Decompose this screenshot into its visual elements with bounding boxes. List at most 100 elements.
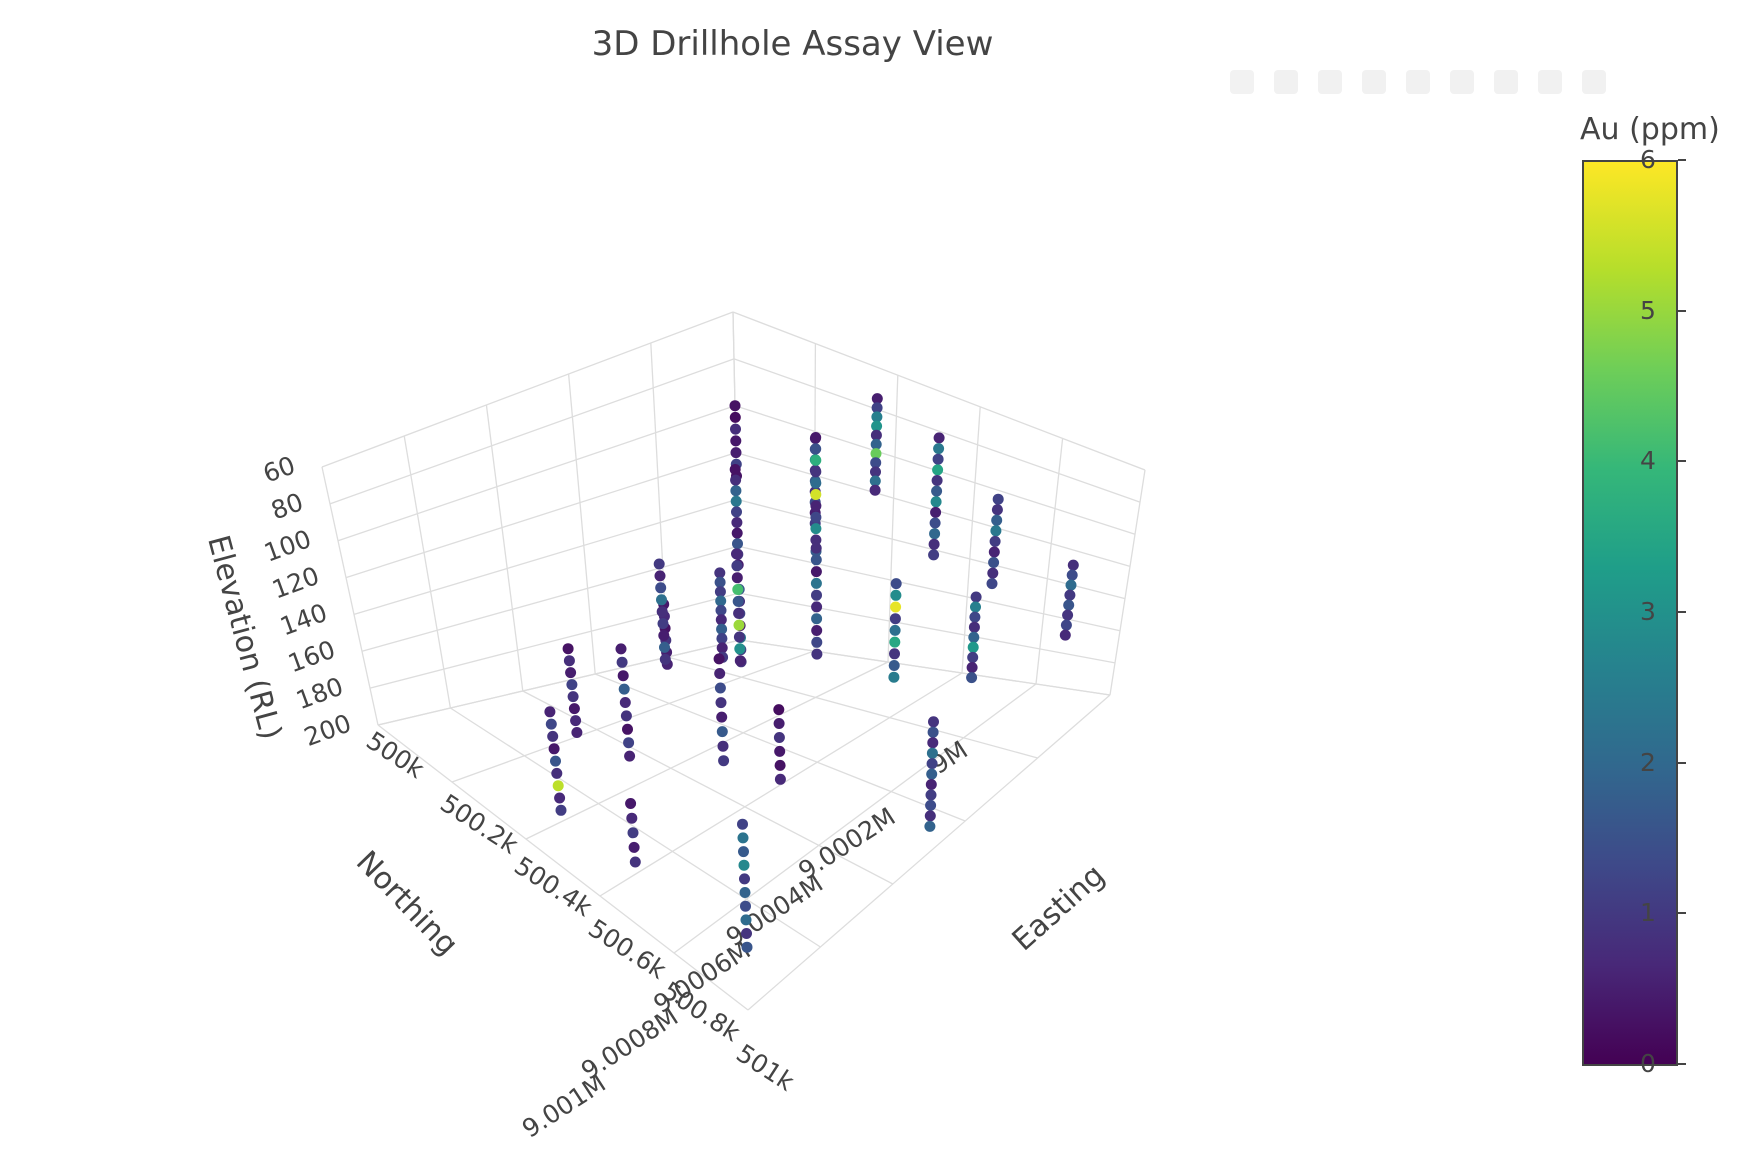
hover-icon[interactable] xyxy=(1494,70,1518,94)
assay-point xyxy=(550,755,561,767)
plotly-logo-icon[interactable] xyxy=(1582,70,1606,94)
assay-point xyxy=(656,606,668,618)
camera-icon[interactable] xyxy=(1230,70,1254,94)
easting-tick-label: 500k xyxy=(361,726,429,784)
assay-point xyxy=(731,527,743,539)
zoom-icon[interactable] xyxy=(1274,70,1298,94)
assay-point xyxy=(659,653,671,665)
assay-point xyxy=(933,443,945,455)
assay-point xyxy=(730,485,742,497)
assay-point xyxy=(933,432,945,444)
mode-bar[interactable] xyxy=(1230,64,1748,100)
assay-point xyxy=(988,546,1000,558)
assay-point xyxy=(926,758,938,770)
floor-grid-line-northing xyxy=(450,707,821,948)
assay-point xyxy=(810,566,822,578)
assay-point xyxy=(810,432,822,443)
orbit-icon[interactable] xyxy=(1362,70,1386,94)
wall-grid-vertical xyxy=(485,404,524,692)
assay-point xyxy=(731,560,743,572)
assay-point xyxy=(739,873,750,885)
floor-grid-line-northing xyxy=(377,724,749,1011)
assay-point xyxy=(623,737,635,749)
assay-point xyxy=(888,660,900,671)
assay-point xyxy=(567,691,579,703)
wall-grid-horizontal xyxy=(361,545,739,652)
assay-point xyxy=(616,656,628,668)
floor-grid-line-easting xyxy=(451,650,815,783)
assay-point xyxy=(729,400,741,412)
assay-point xyxy=(774,759,786,771)
assay-point xyxy=(870,438,882,450)
assay-point xyxy=(620,710,632,722)
assay-point xyxy=(967,651,979,663)
assay-point xyxy=(810,511,822,523)
assay-point xyxy=(740,914,752,926)
assay-point xyxy=(734,643,746,655)
spike-lines-icon[interactable] xyxy=(1538,70,1562,94)
assay-point xyxy=(731,517,743,528)
wall-grid-vertical xyxy=(1035,438,1064,685)
assay-point xyxy=(568,703,580,715)
assay-point xyxy=(968,621,980,633)
assay-point xyxy=(810,500,822,512)
assay-point xyxy=(928,716,939,728)
assay-point xyxy=(654,570,666,582)
assay-point xyxy=(740,900,751,912)
colorbar-tick-mark xyxy=(1678,460,1686,463)
turntable-icon[interactable] xyxy=(1406,70,1430,94)
assay-point xyxy=(730,474,742,486)
colorbar-tick-label: 0 xyxy=(1640,1049,1656,1078)
northing-axis-title: Northing xyxy=(349,844,465,962)
assay-point xyxy=(870,466,881,478)
reset-camera-icon[interactable] xyxy=(1450,70,1474,94)
assay-point xyxy=(986,578,998,590)
assay-point xyxy=(991,514,1003,526)
assay-point xyxy=(925,789,937,801)
wall-grid-horizontal xyxy=(733,358,1141,503)
scene-3d[interactable]: 500k500.2k500.4k500.6k500.8k501k9M9.0002… xyxy=(0,0,1560,1150)
assay-point xyxy=(627,827,639,839)
assay-point xyxy=(552,780,564,792)
assay-point xyxy=(730,435,742,447)
assay-point xyxy=(773,704,785,716)
assay-point xyxy=(871,420,883,432)
wall-grid-horizontal xyxy=(345,451,737,579)
assay-point xyxy=(1059,629,1071,641)
assay-point xyxy=(717,740,729,752)
assay-point xyxy=(889,648,900,660)
colorbar-tick-label: 4 xyxy=(1640,446,1656,476)
assay-point xyxy=(967,641,979,653)
assay-point xyxy=(716,633,728,644)
wall-grid-horizontal xyxy=(736,498,1126,600)
assay-point xyxy=(714,576,726,588)
elevation-tick-label: 160 xyxy=(284,635,339,679)
chart-title: 3D Drillhole Assay View xyxy=(591,24,994,64)
assay-point xyxy=(545,718,557,730)
assay-point xyxy=(729,411,741,423)
assay-point xyxy=(733,631,745,643)
colorbar-tick-label: 2 xyxy=(1640,747,1656,777)
assay-point xyxy=(890,601,902,613)
assay-point xyxy=(1064,589,1076,601)
pan-icon[interactable] xyxy=(1318,70,1342,94)
easting-axis-title: Easting xyxy=(1006,858,1112,958)
wall-grid-vertical xyxy=(321,466,379,726)
assay-point xyxy=(716,711,728,723)
assay-point xyxy=(888,671,900,683)
assay-point xyxy=(716,642,728,654)
assay-point xyxy=(810,443,822,455)
assay-point xyxy=(734,655,746,667)
assay-point xyxy=(738,846,749,858)
elevation-tick-label: 60 xyxy=(259,450,299,488)
assay-point xyxy=(970,591,982,603)
colorbar-tick-mark xyxy=(1678,1063,1686,1065)
assay-point xyxy=(929,517,941,529)
assay-point xyxy=(714,682,726,694)
colorbar-tick-label: 6 xyxy=(1640,145,1656,174)
assay-point xyxy=(810,466,822,478)
assay-point xyxy=(732,595,744,607)
wall-grid-horizontal xyxy=(321,311,734,468)
assay-point xyxy=(927,737,939,749)
assay-point xyxy=(811,601,823,613)
